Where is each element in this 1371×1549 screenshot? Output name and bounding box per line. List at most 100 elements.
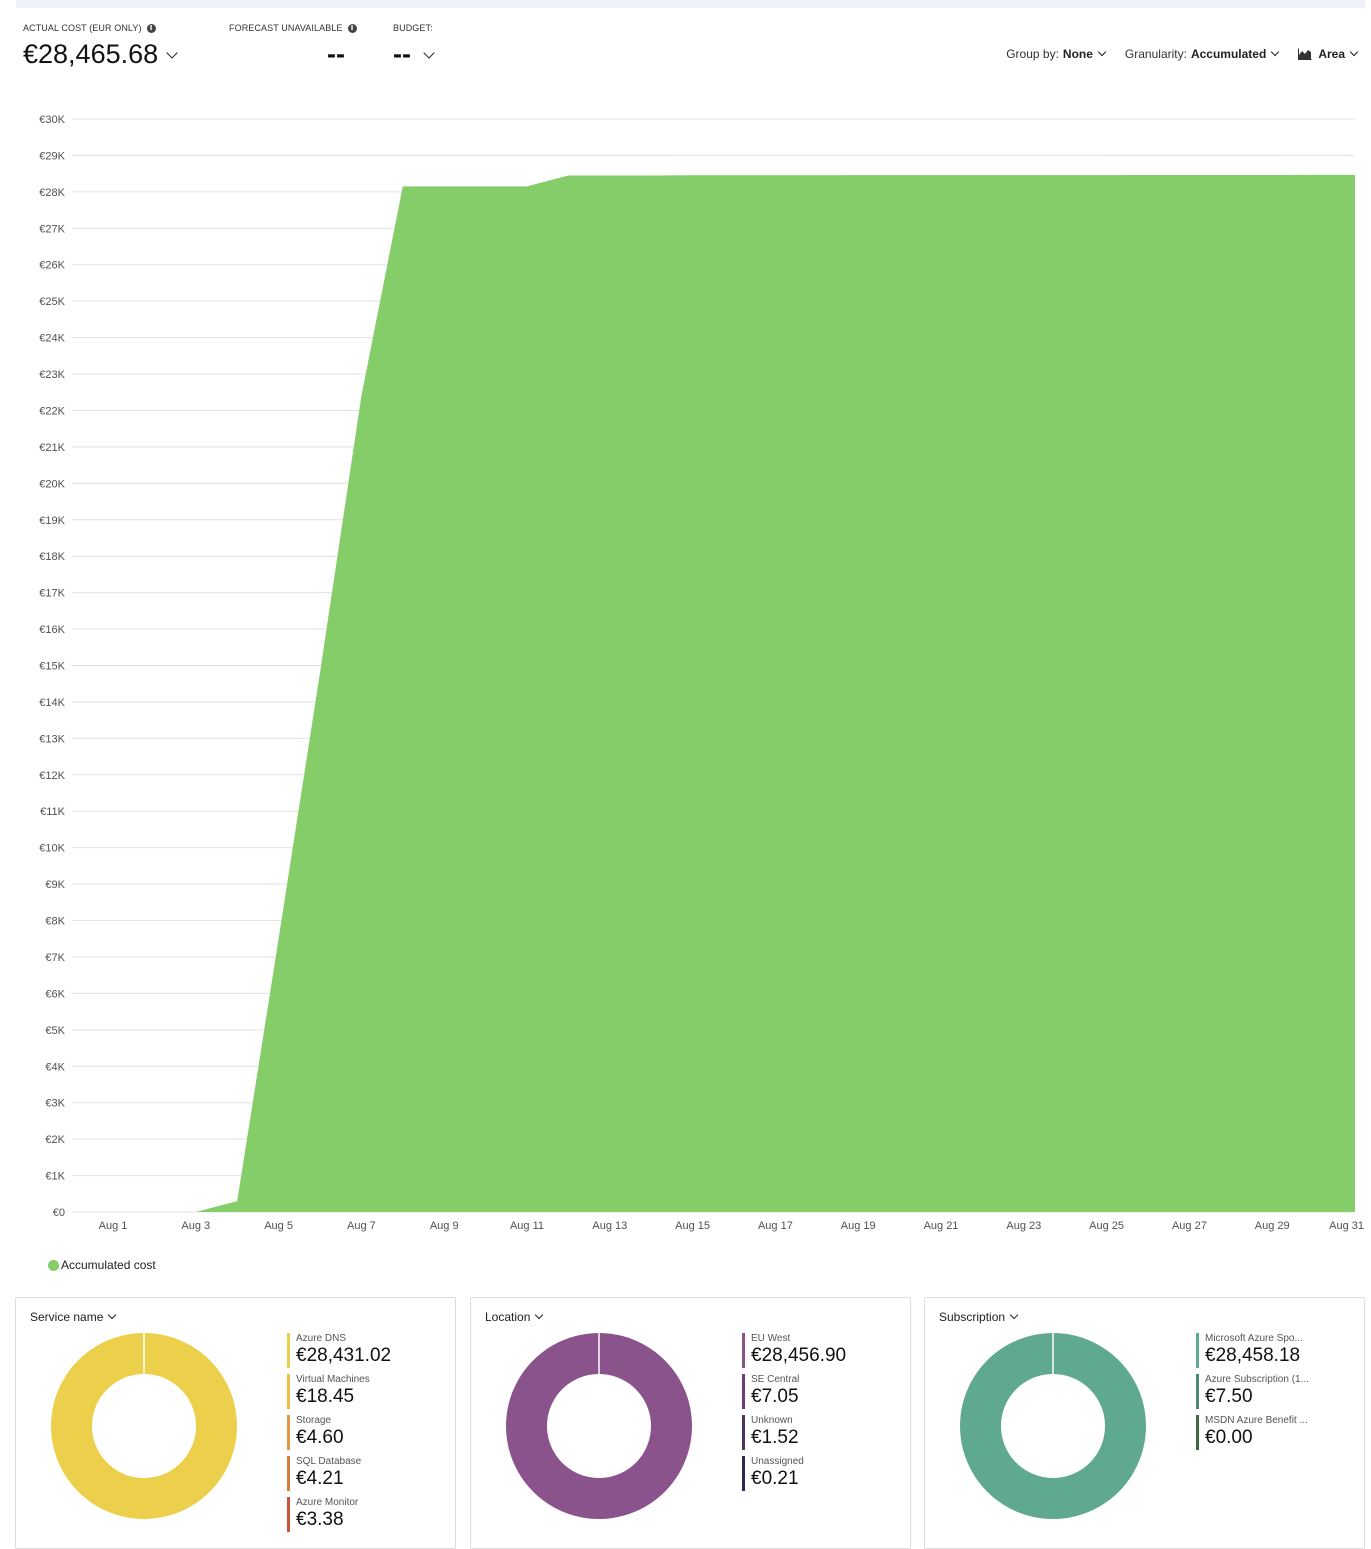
subscription-dropdown[interactable]: Subscription [939, 1310, 1017, 1324]
x-tick-label: Aug 27 [1172, 1220, 1207, 1232]
breakdown-item-label: Unknown [751, 1415, 846, 1427]
y-tick-label: €14K [39, 697, 65, 709]
x-tick-label: Aug 1 [99, 1220, 128, 1232]
kpi-actual-value: €28,465.68 [23, 39, 158, 70]
accumulated-cost-chart: €0€1K€2K€3K€4K€5K€6K€7K€8K€9K€10K€11K€12… [0, 95, 1371, 1240]
legend-swatch [48, 1260, 59, 1271]
group-by-label: Group by: [1006, 47, 1059, 61]
legend-label: Accumulated cost [61, 1258, 156, 1272]
y-tick-label: €29K [39, 150, 65, 162]
info-icon[interactable]: i [348, 24, 357, 33]
y-axis: €0€1K€2K€3K€4K€5K€6K€7K€8K€9K€10K€11K€12… [39, 114, 65, 1219]
y-tick-label: €21K [39, 442, 65, 454]
y-tick-label: €13K [39, 733, 65, 745]
breakdown-item[interactable]: Azure Subscription (1...€7.50 [1196, 1374, 1309, 1409]
granularity-dropdown[interactable]: Granularity: Accumulated [1125, 47, 1278, 61]
breakdown-item-label: Microsoft Azure Spo... [1205, 1333, 1309, 1345]
breakdown-item-value: €0.00 [1205, 1427, 1309, 1449]
y-tick-label: €4K [45, 1061, 65, 1073]
subscription-breakdown: Microsoft Azure Spo...€28,458.18 Azure Su… [1196, 1333, 1309, 1456]
y-tick-label: €26K [39, 260, 65, 272]
y-tick-label: €23K [39, 369, 65, 381]
top-strip [16, 0, 1365, 8]
kpi-forecast-value: -- [327, 39, 345, 70]
card-title: Location [485, 1310, 530, 1324]
kpi-actual-label: ACTUAL COST (EUR ONLY) [23, 23, 142, 33]
x-tick-label: Aug 25 [1089, 1220, 1124, 1232]
x-tick-label: Aug 9 [430, 1220, 459, 1232]
card-title: Subscription [939, 1310, 1005, 1324]
breakdown-item[interactable]: Azure Monitor€3.38 [287, 1497, 391, 1532]
kpi-forecast-label: FORECAST UNAVAILABLE [229, 23, 343, 33]
chart-legend[interactable]: Accumulated cost [48, 1258, 156, 1272]
y-tick-label: €28K [39, 187, 65, 199]
accumulated-cost-area[interactable] [113, 175, 1355, 1212]
info-icon[interactable]: i [147, 24, 156, 33]
location-donut [505, 1332, 693, 1520]
kpi-forecast: FORECAST UNAVAILABLE i -- [229, 23, 357, 70]
breakdown-item[interactable]: SQL Database€4.21 [287, 1456, 391, 1491]
service-name-donut [50, 1332, 238, 1520]
chevron-down-icon [535, 1311, 543, 1319]
breakdown-item[interactable]: Unassigned€0.21 [742, 1456, 846, 1491]
y-tick-label: €12K [39, 770, 65, 782]
breakdown-item-label: Virtual Machines [296, 1374, 391, 1386]
breakdown-item[interactable]: MSDN Azure Benefit ...€0.00 [1196, 1415, 1309, 1450]
kpi-actual-cost: ACTUAL COST (EUR ONLY) i €28,465.68 [23, 23, 176, 70]
breakdown-item-value: €1.52 [751, 1427, 846, 1449]
breakdown-item[interactable]: SE Central€7.05 [742, 1374, 846, 1409]
chart-type-dropdown[interactable]: Area [1298, 47, 1357, 61]
kpi-actual-dropdown[interactable]: €28,465.68 [23, 39, 176, 70]
x-tick-label: Aug 7 [347, 1220, 376, 1232]
service-name-breakdown: Azure DNS€28,431.02 Virtual Machines€18.4… [287, 1333, 391, 1538]
breakdown-item-label: Azure Monitor [296, 1497, 391, 1509]
x-tick-label: Aug 29 [1255, 1220, 1290, 1232]
kpi-budget-label: BUDGET: [393, 23, 433, 33]
y-tick-label: €1K [45, 1171, 65, 1183]
breakdown-item-label: Azure Subscription (1... [1205, 1374, 1309, 1386]
chevron-down-icon [1010, 1311, 1018, 1319]
breakdown-item-value: €7.05 [751, 1386, 846, 1408]
y-tick-label: €3K [45, 1098, 65, 1110]
x-tick-label: Aug 3 [181, 1220, 210, 1232]
y-tick-label: €10K [39, 843, 65, 855]
x-tick-label: Aug 19 [841, 1220, 876, 1232]
y-tick-label: €19K [39, 515, 65, 527]
breakdown-item-value: €18.45 [296, 1386, 391, 1408]
breakdown-item[interactable]: Azure DNS€28,431.02 [287, 1333, 391, 1368]
y-tick-label: €18K [39, 551, 65, 563]
service-name-dropdown[interactable]: Service name [30, 1310, 115, 1324]
breakdown-item[interactable]: Storage€4.60 [287, 1415, 391, 1450]
chevron-down-icon [108, 1311, 116, 1319]
location-dropdown[interactable]: Location [485, 1310, 542, 1324]
y-tick-label: €25K [39, 296, 65, 308]
kpi-budget-dropdown[interactable]: -- [393, 39, 433, 70]
breakdown-item[interactable]: EU West€28,456.90 [742, 1333, 846, 1368]
y-tick-label: €9K [45, 879, 65, 891]
x-tick-label: Aug 15 [675, 1220, 710, 1232]
chevron-down-icon [166, 47, 177, 58]
group-by-dropdown[interactable]: Group by: None [1006, 47, 1105, 61]
card-title: Service name [30, 1310, 103, 1324]
breakdown-item-label: EU West [751, 1333, 846, 1345]
y-tick-label: €6K [45, 988, 65, 1000]
y-tick-label: €16K [39, 624, 65, 636]
y-tick-label: €15K [39, 661, 65, 673]
y-tick-label: €24K [39, 333, 65, 345]
breakdown-item-label: Storage [296, 1415, 391, 1427]
y-tick-label: €8K [45, 916, 65, 928]
y-tick-label: €17K [39, 588, 65, 600]
granularity-label: Granularity: [1125, 47, 1187, 61]
y-tick-label: €27K [39, 223, 65, 235]
area-chart-icon [1298, 48, 1312, 60]
breakdown-item[interactable]: Unknown€1.52 [742, 1415, 846, 1450]
granularity-value: Accumulated [1191, 47, 1266, 61]
breakdown-item[interactable]: Virtual Machines€18.45 [287, 1374, 391, 1409]
chevron-down-icon [1098, 48, 1106, 56]
breakdown-item[interactable]: Microsoft Azure Spo...€28,458.18 [1196, 1333, 1309, 1368]
x-tick-label: Aug 17 [758, 1220, 793, 1232]
breakdown-item-value: €28,458.18 [1205, 1345, 1309, 1367]
y-tick-label: €22K [39, 405, 65, 417]
area-series [113, 175, 1355, 1212]
chevron-down-icon [1271, 48, 1279, 56]
